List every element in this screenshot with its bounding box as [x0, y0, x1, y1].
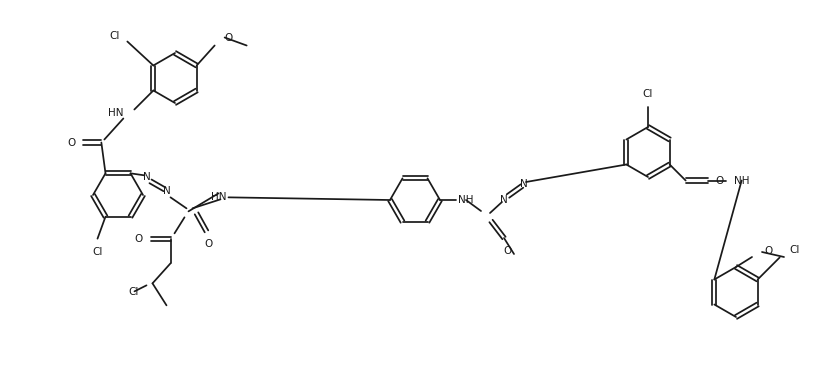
Text: Cl: Cl: [789, 245, 800, 254]
Text: N: N: [500, 195, 508, 205]
Text: O: O: [764, 246, 772, 256]
Text: O: O: [135, 234, 142, 244]
Text: N: N: [520, 179, 528, 189]
Text: Cl: Cl: [643, 89, 653, 99]
Text: O: O: [67, 138, 76, 147]
Text: O: O: [224, 33, 233, 42]
Text: NH: NH: [458, 195, 474, 205]
Text: Cl: Cl: [92, 247, 103, 257]
Text: NH: NH: [734, 176, 750, 185]
Text: Cl: Cl: [128, 287, 139, 298]
Text: N: N: [143, 172, 150, 182]
Text: O: O: [204, 240, 213, 249]
Text: N: N: [163, 186, 170, 196]
Text: O: O: [504, 246, 512, 256]
Text: HN: HN: [108, 107, 123, 118]
Text: HN: HN: [211, 192, 227, 202]
Text: O: O: [715, 176, 724, 185]
Text: Cl: Cl: [109, 31, 120, 40]
